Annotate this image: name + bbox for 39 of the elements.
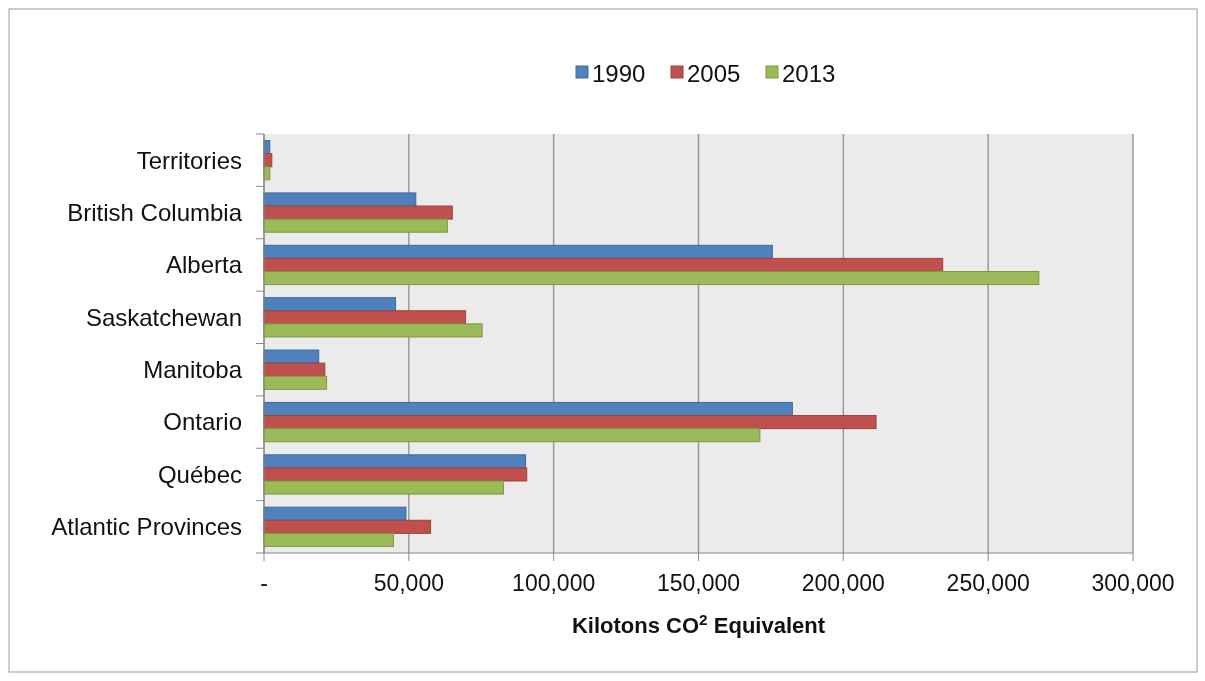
y-tick-label: Alberta (165, 251, 243, 279)
x-tick-label: 150,000 (656, 570, 741, 596)
bar (263, 244, 773, 259)
bar (263, 323, 483, 338)
y-tick-label: Territories (136, 146, 242, 174)
bar (263, 362, 326, 377)
x-tick-label: 50,000 (373, 570, 445, 596)
y-tick-label: Manitoba (143, 356, 243, 384)
bar (263, 415, 877, 430)
x-tick-label: 100,000 (512, 570, 596, 596)
legend-label: 1990 (592, 60, 646, 88)
x-tick-label: 200,000 (801, 570, 885, 596)
bar (263, 375, 328, 390)
legend-label: 2005 (687, 60, 741, 88)
bar (263, 205, 453, 220)
y-tick-label: Saskatchewan (85, 303, 242, 331)
y-tick-label: Atlantic Provinces (51, 513, 242, 541)
x-axis-title: Kilotons CO$^{2}$ Equivalent (571, 610, 826, 638)
x-tick-label: 300,000 (1091, 570, 1175, 596)
y-tick-label: Ontario (163, 408, 242, 436)
bar (263, 519, 432, 534)
bar (263, 480, 505, 495)
legend-label: 2013 (782, 60, 836, 88)
y-tick-label: Québec (157, 460, 242, 488)
y-tick-label: British Columbia (67, 198, 243, 226)
bar (263, 454, 527, 469)
bar (263, 401, 793, 417)
bar (263, 532, 394, 547)
bar (263, 506, 407, 521)
bar (263, 257, 944, 272)
bar (263, 297, 397, 312)
bar (263, 310, 467, 325)
x-tick-label: - (260, 570, 268, 596)
bar (263, 192, 417, 207)
bar (263, 467, 528, 482)
bar (263, 270, 1040, 286)
bar (263, 218, 448, 233)
bar (263, 428, 761, 443)
x-tick-label: 250,000 (946, 570, 1030, 596)
